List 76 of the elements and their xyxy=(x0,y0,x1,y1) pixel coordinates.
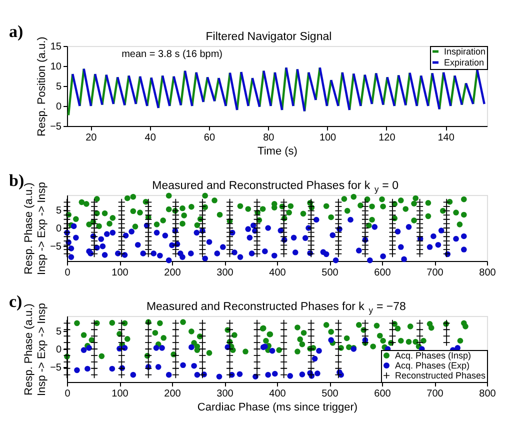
x-tick-label: 120 xyxy=(378,132,396,144)
legend-label: Inspiration xyxy=(444,46,486,56)
y-axis-title: Resp. Phase (a.u.) Insp -> Exp -> Insp xyxy=(23,182,48,275)
legend-label: Reconstructed Phases xyxy=(395,370,486,380)
point xyxy=(109,366,116,372)
x-tick-label: 400 xyxy=(269,268,286,278)
x-tick-label: 600 xyxy=(374,268,392,278)
y-tick-label: −5 xyxy=(50,122,62,132)
y-tick-label: −5 xyxy=(50,362,62,374)
point xyxy=(166,372,172,378)
y-tick-label: 10 xyxy=(50,62,62,72)
point xyxy=(299,372,306,378)
x-tick-label: 600 xyxy=(374,388,392,400)
point xyxy=(74,367,80,374)
point xyxy=(236,371,243,378)
point xyxy=(269,348,276,354)
legend-label: Acq. Phases (Exp) xyxy=(395,360,470,370)
point xyxy=(194,372,200,378)
x-tick-label: 800 xyxy=(479,268,496,278)
point xyxy=(314,370,320,376)
point xyxy=(86,345,92,351)
text: b) xyxy=(9,171,24,190)
legend-label: Expiration xyxy=(444,58,484,68)
point xyxy=(159,345,165,351)
y-tick-label: 0 xyxy=(56,224,62,234)
x-tick-label: 60 xyxy=(204,132,216,144)
point xyxy=(191,362,197,369)
text: a) xyxy=(9,22,24,41)
y-axis-title: Resp. Position (a.u.) xyxy=(36,36,48,136)
x-tick-label: 80 xyxy=(263,132,275,144)
x-tick-label: 300 xyxy=(216,268,234,278)
x-tick-label: 100 xyxy=(319,132,337,144)
x-tick-label: 20 xyxy=(86,132,98,144)
x-tick-label: 700 xyxy=(426,388,444,400)
x-tick-label: 40 xyxy=(144,132,156,144)
point xyxy=(155,364,162,370)
y-tick-label: 0 xyxy=(56,344,62,356)
point xyxy=(272,370,278,377)
point xyxy=(130,372,136,378)
point xyxy=(180,362,186,368)
y-tick-label: −5 xyxy=(50,241,62,252)
x-tick-label: 700 xyxy=(426,268,444,278)
point xyxy=(316,348,322,354)
point xyxy=(153,345,160,351)
x-tick-label: 200 xyxy=(164,268,182,278)
x-tick-label: 500 xyxy=(322,388,339,400)
chart-title: Filtered Navigator Signal xyxy=(206,31,332,43)
point xyxy=(216,374,222,380)
text: c) xyxy=(9,292,22,311)
y-tick-label: 5 xyxy=(56,206,62,217)
x-tick-label: 300 xyxy=(216,388,234,400)
x-tick-label: 200 xyxy=(164,388,182,400)
point xyxy=(312,356,318,362)
point xyxy=(188,344,194,350)
y-tick-label: 5 xyxy=(56,82,62,92)
y-tick-label: 0 xyxy=(56,102,62,112)
x-tick-label: 0 xyxy=(64,388,71,400)
x-tick-label: 500 xyxy=(322,268,339,278)
x-axis-title: Cardiac Phase (ms since trigger) xyxy=(197,402,358,414)
legend-label: Acq. Phases (Insp) xyxy=(395,350,472,360)
x-tick-label: 400 xyxy=(269,388,286,400)
point xyxy=(265,372,271,378)
y-axis-title: Resp. Phase (a.u.) Insp -> Exp -> Insp xyxy=(23,303,48,396)
annotation: mean = 3.8 s (16 bpm) xyxy=(122,49,222,60)
y-tick-label: 15 xyxy=(50,42,62,52)
x-tick-label: 100 xyxy=(112,388,129,400)
x-tick-label: 100 xyxy=(112,268,129,278)
x-tick-label: 140 xyxy=(438,132,455,144)
x-axis-title: Time (s) xyxy=(258,146,298,158)
x-tick-label: 800 xyxy=(479,388,496,400)
x-tick-label: 0 xyxy=(64,268,71,278)
y-tick-label: 5 xyxy=(56,326,62,338)
point xyxy=(287,372,294,379)
point xyxy=(80,347,87,353)
point xyxy=(328,337,334,343)
point xyxy=(84,366,90,372)
